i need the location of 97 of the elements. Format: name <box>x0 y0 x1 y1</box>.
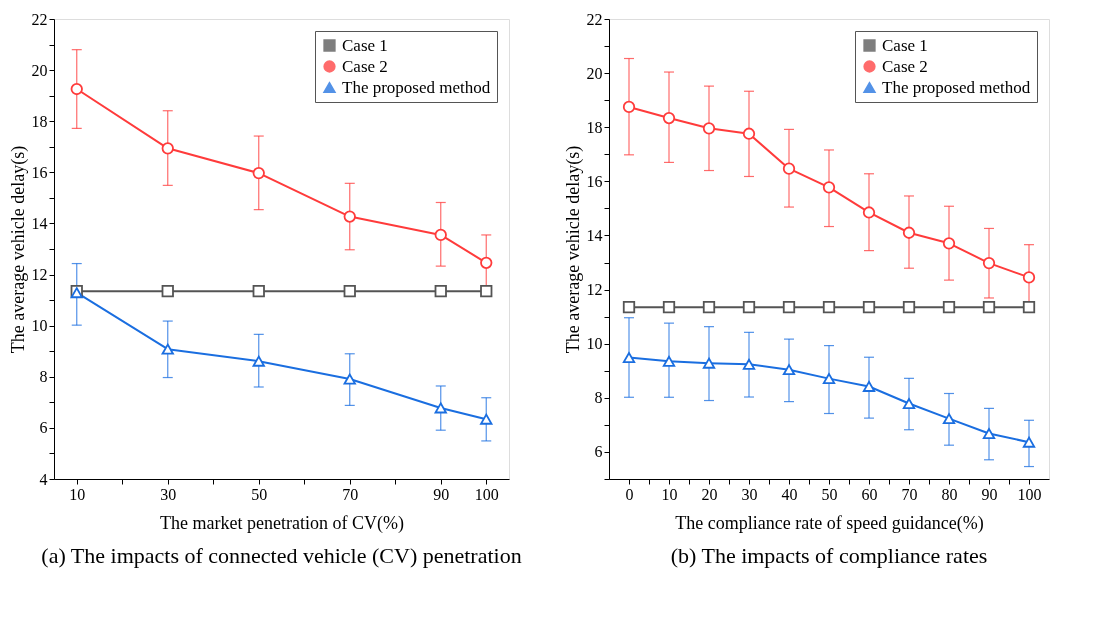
y-tick-label: 18 <box>31 112 48 130</box>
point <box>862 206 876 219</box>
point <box>622 352 636 363</box>
point <box>662 111 676 125</box>
legend-label: Case 1 <box>342 35 388 55</box>
point <box>742 301 756 314</box>
point <box>902 301 916 314</box>
point <box>161 142 174 155</box>
point <box>822 181 836 194</box>
y-tick-label: 12 <box>586 281 603 299</box>
x-tick-label: 70 <box>342 485 359 503</box>
y-tick-label: 20 <box>31 61 48 79</box>
x-tick-label: 30 <box>160 485 177 503</box>
point <box>862 381 876 392</box>
point <box>480 256 493 269</box>
point <box>942 413 956 425</box>
x-tick-label: 0 <box>625 485 634 503</box>
point <box>662 301 676 314</box>
point <box>982 256 996 270</box>
point <box>782 301 796 314</box>
x-tick-label: 70 <box>901 485 918 503</box>
y-tick-label: 16 <box>586 172 603 190</box>
x-tick-label: 50 <box>821 485 838 503</box>
point <box>902 398 916 409</box>
x-tick-label: 80 <box>941 485 958 503</box>
y-tick-label: 22 <box>31 10 48 28</box>
point <box>480 413 493 425</box>
point <box>702 122 716 135</box>
y-tick-label: 22 <box>586 10 603 28</box>
point <box>982 301 996 314</box>
point <box>161 285 174 298</box>
y-tick-label: 6 <box>594 443 603 461</box>
y-tick-label: 8 <box>39 368 48 386</box>
y-tick-label: 14 <box>586 226 603 244</box>
point <box>622 301 636 314</box>
x-tick-label: 100 <box>1017 485 1042 503</box>
point <box>742 358 756 370</box>
y-tick-label: 10 <box>586 335 603 353</box>
point <box>1022 271 1036 284</box>
point <box>343 285 356 298</box>
y-tick-label: 12 <box>31 266 48 284</box>
point <box>982 428 996 439</box>
y-tick-label: 10 <box>31 317 48 335</box>
x-axis-title: The market penetration of CV(%) <box>160 512 404 534</box>
point <box>434 228 447 242</box>
x-tick-label: 100 <box>474 485 499 503</box>
x-tick-label: 30 <box>741 485 758 503</box>
point <box>434 402 447 414</box>
point <box>782 162 796 175</box>
x-tick-label: 10 <box>69 485 86 503</box>
legend-label: Case 2 <box>882 56 928 76</box>
point <box>70 82 83 96</box>
x-tick-label: 90 <box>981 485 998 503</box>
point <box>1022 301 1036 314</box>
text: (b) The impacts of compliance rates <box>670 543 988 568</box>
point <box>161 343 174 355</box>
point <box>343 373 356 385</box>
x-tick-label: 50 <box>251 485 268 503</box>
x-axis-title: The compliance rate of speed guidance(%) <box>675 512 984 534</box>
x-tick-label: 40 <box>781 485 798 503</box>
y-tick-label: 6 <box>39 419 48 437</box>
y-tick-label: 14 <box>31 214 48 232</box>
point <box>702 301 716 314</box>
point <box>702 357 716 369</box>
point <box>742 127 756 140</box>
text: (a) The impacts of connected vehicle (CV) penetration <box>41 543 522 568</box>
point <box>252 166 265 180</box>
y-tick-label: 18 <box>586 118 603 136</box>
legend-label: Case 2 <box>342 56 388 76</box>
point <box>480 285 493 298</box>
x-tick-label: 20 <box>701 485 718 503</box>
x-tick-label: 90 <box>433 485 450 503</box>
y-axis-title: The average vehicle delay(s) <box>562 145 584 354</box>
point <box>942 237 956 250</box>
point <box>862 301 876 314</box>
point <box>252 355 265 367</box>
point <box>434 285 447 298</box>
point <box>662 355 676 367</box>
point <box>942 301 956 314</box>
y-axis-title: The average vehicle delay(s) <box>7 145 29 354</box>
y-tick-label: 8 <box>594 389 603 407</box>
y-tick-label: 20 <box>586 64 603 82</box>
legend-label: Case 1 <box>882 35 928 55</box>
y-tick-label: 4 <box>39 470 48 488</box>
point <box>343 210 356 223</box>
point <box>1022 436 1036 448</box>
point <box>822 301 836 314</box>
legend-label: The proposed method <box>342 77 491 97</box>
point <box>822 373 836 385</box>
point <box>902 226 916 239</box>
x-tick-label: 10 <box>661 485 678 503</box>
point <box>252 285 265 298</box>
legend-label: The proposed method <box>882 77 1031 97</box>
x-tick-label: 60 <box>861 485 878 503</box>
y-tick-label: 16 <box>31 163 48 181</box>
point <box>622 100 636 114</box>
point <box>782 364 796 376</box>
